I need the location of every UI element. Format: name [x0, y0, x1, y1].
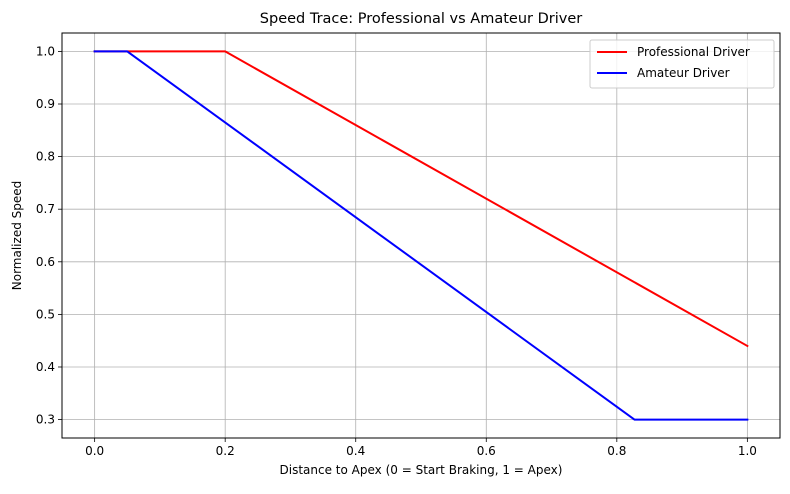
- grid-lines: [62, 33, 780, 438]
- plot-area-frame: [61, 32, 781, 439]
- series-line-amateur: [93, 50, 749, 421]
- y-axis-ticks: 0.3 0.4 0.5 0.6 0.7 0.8 0.9 1.0: [36, 44, 62, 427]
- y-axis-label: Normalized Speed: [10, 181, 24, 290]
- y-tick-label: 0.8: [36, 150, 55, 164]
- y-tick-label: 0.5: [36, 307, 55, 321]
- x-axis-ticks: 0.0 0.2 0.4 0.6 0.8 1.0: [85, 438, 757, 458]
- x-tick-label: 0.4: [346, 444, 365, 458]
- legend: Professional Driver Amateur Driver: [589, 39, 775, 89]
- x-tick-label: 0.0: [85, 444, 104, 458]
- x-tick-label: 0.6: [477, 444, 496, 458]
- y-tick-label: 0.3: [36, 413, 55, 427]
- x-axis-label: Distance to Apex (0 = Start Braking, 1 =…: [280, 463, 563, 477]
- series-lines: [93, 50, 749, 421]
- x-tick-label: 1.0: [738, 444, 757, 458]
- x-tick-label: 0.8: [607, 444, 626, 458]
- y-tick-label: 1.0: [36, 44, 55, 58]
- y-tick-label: 0.7: [36, 202, 55, 216]
- y-tick-label: 0.9: [36, 97, 55, 111]
- y-tick-label: 0.4: [36, 360, 55, 374]
- series-line-professional: [93, 50, 749, 348]
- legend-box: [589, 39, 775, 89]
- chart-title: Speed Trace: Professional vs Amateur Dri…: [260, 11, 582, 27]
- legend-label-professional: Professional Driver: [637, 45, 750, 59]
- x-tick-label: 0.2: [216, 444, 235, 458]
- y-tick-label: 0.6: [36, 255, 55, 269]
- legend-label-amateur: Amateur Driver: [637, 66, 730, 80]
